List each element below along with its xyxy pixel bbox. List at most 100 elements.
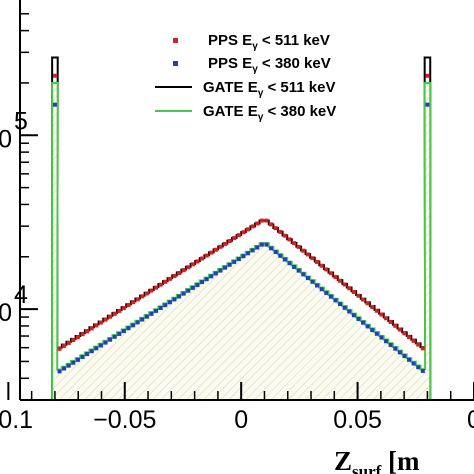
data-point-s0 bbox=[144, 291, 149, 296]
data-point-s0 bbox=[255, 221, 260, 226]
data-point-s0 bbox=[356, 293, 361, 298]
data-point-s0 bbox=[172, 273, 177, 278]
data-point-s1 bbox=[236, 257, 241, 262]
data-point-s0 bbox=[324, 267, 329, 272]
data-point-s1 bbox=[264, 242, 269, 247]
data-point-s1 bbox=[75, 357, 80, 362]
data-point-s0 bbox=[181, 268, 186, 273]
data-point-s1 bbox=[347, 309, 352, 314]
data-point-s1 bbox=[393, 346, 398, 351]
data-point-s0 bbox=[154, 285, 159, 290]
data-point-s1 bbox=[103, 340, 108, 345]
data-point-s0 bbox=[361, 297, 366, 302]
data-point-s1 bbox=[94, 346, 99, 351]
data-point-s1 bbox=[282, 257, 287, 262]
data-point-s0 bbox=[195, 259, 200, 264]
data-point-s0 bbox=[140, 294, 145, 299]
data-point-s0 bbox=[158, 282, 163, 287]
data-point-s1 bbox=[246, 251, 251, 256]
data-point-s1 bbox=[227, 262, 232, 267]
data-point-s1 bbox=[190, 285, 195, 290]
data-point-s1 bbox=[324, 290, 329, 295]
data-point-s1 bbox=[163, 303, 168, 308]
data-point-s1 bbox=[420, 368, 425, 373]
data-point-s0 bbox=[310, 256, 315, 261]
data-point-s1 bbox=[181, 291, 186, 296]
data-point-s1 bbox=[342, 305, 347, 310]
data-point-s0 bbox=[273, 226, 278, 231]
data-point-s0 bbox=[416, 342, 421, 347]
data-point-s1 bbox=[388, 342, 393, 347]
data-point-s1 bbox=[310, 279, 315, 284]
data-point-s0 bbox=[246, 227, 251, 232]
data-point-s1 bbox=[402, 354, 407, 359]
data-point-s0 bbox=[393, 323, 398, 328]
data-point-s0 bbox=[209, 250, 214, 255]
data-point-s0 bbox=[259, 218, 264, 223]
x-tick-label-0: −0.1 bbox=[0, 406, 33, 434]
data-point-edge-s0-0 bbox=[52, 73, 57, 78]
data-point-s1 bbox=[223, 265, 228, 270]
data-point-s1 bbox=[126, 326, 131, 331]
data-point-s0 bbox=[200, 256, 205, 261]
x-tick-label-1: −0.05 bbox=[93, 406, 156, 434]
data-point-s0 bbox=[287, 237, 292, 242]
legend-label-3: GATE Eγ < 380 keV bbox=[203, 103, 336, 123]
y-tick-label-1: 10 bbox=[0, 125, 12, 153]
data-point-s1 bbox=[112, 334, 117, 339]
data-point-s0 bbox=[167, 276, 172, 281]
data-point-s0 bbox=[315, 259, 320, 264]
data-point-s0 bbox=[66, 340, 71, 345]
data-point-s0 bbox=[75, 335, 80, 340]
data-point-s1 bbox=[365, 324, 370, 329]
data-point-s0 bbox=[149, 288, 154, 293]
data-point-s0 bbox=[282, 233, 287, 238]
data-point-s0 bbox=[186, 265, 191, 270]
data-point-s0 bbox=[112, 311, 117, 316]
data-point-s0 bbox=[80, 332, 85, 337]
data-point-s1 bbox=[121, 329, 126, 334]
data-point-s1 bbox=[411, 361, 416, 366]
data-point-s1 bbox=[80, 354, 85, 359]
data-point-s1 bbox=[186, 288, 191, 293]
data-point-s0 bbox=[135, 297, 140, 302]
data-point-s1 bbox=[167, 300, 172, 305]
data-point-s0 bbox=[117, 308, 122, 313]
data-point-s1 bbox=[108, 337, 113, 342]
x-tick-label-2: 0 bbox=[234, 406, 248, 434]
data-point-s0 bbox=[338, 278, 343, 283]
data-point-s1 bbox=[356, 316, 361, 321]
data-point-s0 bbox=[328, 271, 333, 276]
x-axis-title: Zsurf [m bbox=[334, 446, 420, 474]
data-point-s1 bbox=[117, 331, 122, 336]
data-point-s1 bbox=[213, 271, 218, 276]
data-point-s0 bbox=[305, 252, 310, 257]
data-point-s0 bbox=[292, 241, 297, 246]
data-point-s1 bbox=[273, 250, 278, 255]
data-point-s0 bbox=[301, 248, 306, 253]
data-point-s0 bbox=[57, 346, 62, 351]
data-point-s0 bbox=[269, 222, 274, 227]
legend-label-0: PPS Eγ < 511 keV bbox=[208, 32, 330, 52]
legend-marker-1 bbox=[173, 61, 178, 66]
data-point-s1 bbox=[315, 283, 320, 288]
data-point-s0 bbox=[379, 312, 384, 317]
data-point-s0 bbox=[121, 305, 126, 310]
data-point-s0 bbox=[98, 320, 103, 325]
data-point-s0 bbox=[103, 317, 108, 322]
data-point-s1 bbox=[370, 328, 375, 333]
data-point-s0 bbox=[365, 301, 370, 306]
data-point-s0 bbox=[89, 326, 94, 331]
data-point-s1 bbox=[62, 366, 67, 371]
data-point-s1 bbox=[351, 313, 356, 318]
legend-label-1: PPS Eγ < 380 keV bbox=[208, 55, 331, 75]
data-point-s1 bbox=[71, 360, 76, 365]
marker-layer bbox=[52, 73, 430, 374]
data-point-s1 bbox=[144, 314, 149, 319]
data-point-s1 bbox=[379, 335, 384, 340]
data-point-s1 bbox=[195, 282, 200, 287]
data-point-s0 bbox=[384, 316, 389, 321]
data-point-s0 bbox=[374, 308, 379, 313]
